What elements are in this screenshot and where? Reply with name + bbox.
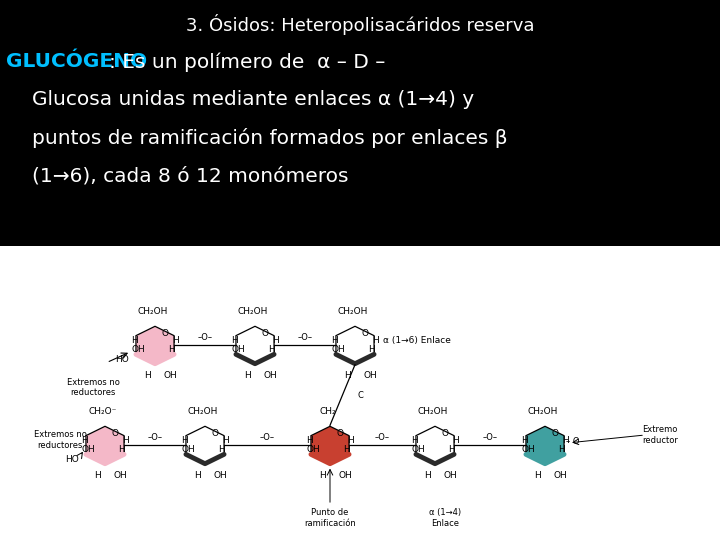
Text: H: H — [218, 445, 225, 454]
Text: OH: OH — [364, 370, 377, 380]
Text: CH₂OH: CH₂OH — [188, 407, 218, 416]
Text: Punto de
ramificación: Punto de ramificación — [304, 508, 356, 528]
Polygon shape — [136, 326, 174, 364]
Text: H: H — [534, 471, 541, 480]
Text: O: O — [161, 329, 168, 339]
Text: OH: OH — [181, 445, 195, 454]
Text: Extremos no
reductores: Extremos no reductores — [67, 378, 120, 397]
Text: O: O — [361, 329, 369, 339]
Text: H: H — [194, 471, 201, 480]
Text: CH₂OH: CH₂OH — [528, 407, 558, 416]
Text: Extremos no
reductores: Extremos no reductores — [34, 430, 86, 450]
Text: (1→6), cada 8 ó 12 monómeros: (1→6), cada 8 ó 12 monómeros — [32, 166, 348, 185]
Text: –O–: –O– — [297, 333, 312, 342]
Polygon shape — [186, 426, 224, 464]
Text: OH: OH — [132, 345, 145, 354]
Text: –O–: –O– — [482, 433, 498, 442]
Polygon shape — [336, 326, 374, 364]
Text: H: H — [319, 471, 325, 480]
Text: HO: HO — [65, 455, 78, 463]
Text: α (1→4)
Enlace: α (1→4) Enlace — [429, 508, 461, 528]
Text: H: H — [562, 436, 569, 445]
Bar — [0, 246, 720, 540]
Text: H: H — [521, 436, 528, 445]
Text: H: H — [411, 436, 418, 445]
Text: OH: OH — [264, 370, 277, 380]
Text: CH₂OH: CH₂OH — [418, 407, 448, 416]
Text: H: H — [222, 436, 229, 445]
Text: CH₂OH: CH₂OH — [238, 307, 268, 316]
Text: OH: OH — [444, 471, 457, 480]
Text: O: O — [212, 429, 218, 438]
Text: CH₂O⁻: CH₂O⁻ — [89, 407, 117, 416]
Text: H: H — [244, 370, 251, 380]
Text: H: H — [452, 436, 459, 445]
Polygon shape — [86, 426, 124, 464]
Text: H: H — [307, 436, 313, 445]
Text: H: H — [268, 345, 275, 354]
Text: CH₂OH: CH₂OH — [138, 307, 168, 316]
Polygon shape — [416, 426, 454, 464]
Text: H: H — [94, 471, 101, 480]
Text: O: O — [441, 429, 449, 438]
Text: H: H — [118, 445, 125, 454]
Text: Extremo
reductor: Extremo reductor — [642, 426, 678, 445]
Text: OH: OH — [332, 345, 346, 354]
Text: H: H — [343, 445, 350, 454]
Text: α (1→6) Enlace: α (1→6) Enlace — [383, 335, 451, 345]
Text: O: O — [261, 329, 269, 339]
Text: H: H — [231, 336, 238, 345]
Text: – O: – O — [566, 437, 580, 447]
Text: puntos de ramificación formados por enlaces β: puntos de ramificación formados por enla… — [32, 128, 508, 148]
Text: H: H — [558, 445, 565, 454]
Text: H: H — [144, 370, 150, 380]
Text: H: H — [272, 336, 279, 345]
Text: H: H — [344, 370, 351, 380]
Text: H: H — [122, 436, 129, 445]
Text: OH: OH — [232, 345, 246, 354]
Text: OH: OH — [412, 445, 426, 454]
Text: OH: OH — [114, 471, 127, 480]
Text: OH: OH — [339, 471, 353, 480]
Text: H: H — [368, 345, 375, 354]
Text: H: H — [168, 345, 175, 354]
Polygon shape — [526, 426, 564, 464]
Text: H: H — [172, 336, 179, 345]
Text: H: H — [424, 471, 431, 480]
Text: OH: OH — [214, 471, 228, 480]
Text: –O–: –O– — [375, 433, 390, 442]
Text: H: H — [372, 336, 379, 345]
Polygon shape — [236, 326, 274, 364]
Text: OH: OH — [81, 445, 95, 454]
Text: C: C — [358, 390, 364, 400]
Text: H: H — [131, 336, 138, 345]
Text: O: O — [112, 429, 118, 438]
Text: GLUCÓGENO: GLUCÓGENO — [6, 52, 147, 71]
Text: OH: OH — [307, 445, 320, 454]
Text: –O–: –O– — [148, 433, 163, 442]
Text: O: O — [552, 429, 559, 438]
Text: HO: HO — [115, 355, 129, 363]
Text: –O–: –O– — [197, 333, 212, 342]
Text: OH: OH — [521, 445, 536, 454]
Text: OH: OH — [554, 471, 567, 480]
Text: CH₂: CH₂ — [320, 407, 336, 416]
Text: H: H — [81, 436, 88, 445]
Text: H: H — [331, 336, 338, 345]
Text: CH₂OH: CH₂OH — [338, 307, 368, 316]
Polygon shape — [311, 426, 349, 464]
Text: H: H — [347, 436, 354, 445]
Text: 3. Ósidos: Heteropolisacáridos reserva: 3. Ósidos: Heteropolisacáridos reserva — [186, 14, 534, 35]
Text: Glucosa unidas mediante enlaces α (1→4) y: Glucosa unidas mediante enlaces α (1→4) … — [32, 90, 474, 109]
Text: H: H — [181, 436, 188, 445]
Text: : Es un polímero de  α – D –: : Es un polímero de α – D – — [109, 52, 385, 71]
Text: H: H — [448, 445, 455, 454]
Text: OH: OH — [164, 370, 178, 380]
Text: –O–: –O– — [260, 433, 275, 442]
Text: O: O — [336, 429, 343, 438]
